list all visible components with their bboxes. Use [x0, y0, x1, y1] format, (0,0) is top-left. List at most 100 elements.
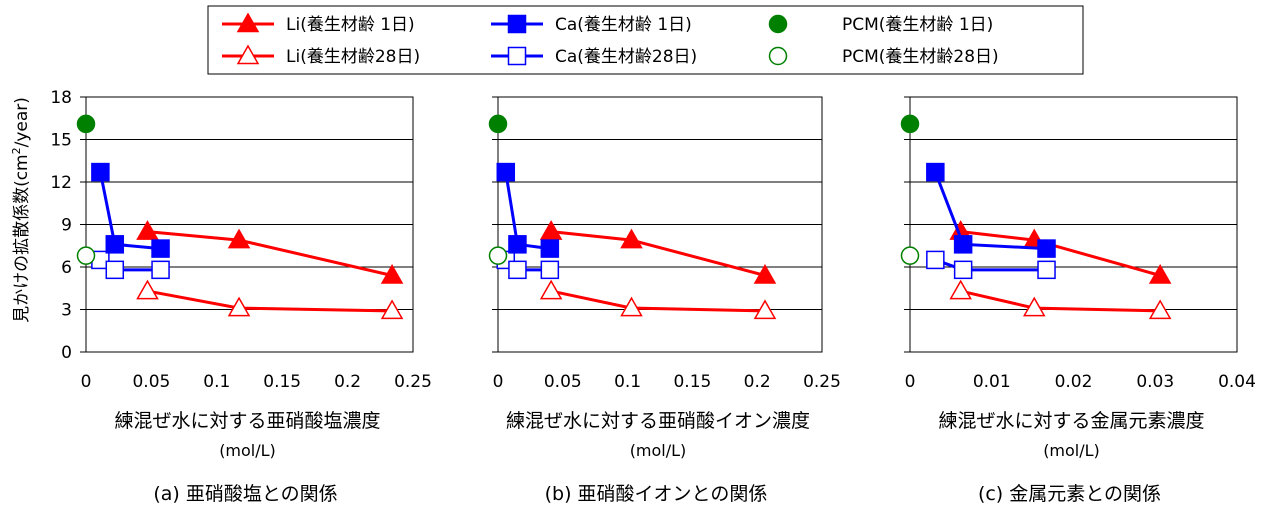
data-point [953, 260, 973, 280]
series-li-1 [136, 220, 404, 284]
y-tick-label: 15 [50, 131, 72, 151]
y-axis-label: 見かけの拡散係数(cm2/year) [10, 97, 32, 323]
series-line [147, 289, 393, 313]
series-line [960, 289, 1161, 313]
x-axis-unit: (mol/L) [1043, 441, 1100, 460]
x-axis-label: 練混ぜ水に対する亜硝酸塩濃度 [114, 410, 380, 432]
x-tick-label: 0.1 [203, 372, 230, 392]
series-ca-1 [91, 162, 170, 258]
data-point [76, 246, 96, 265]
data-point [953, 235, 973, 254]
series-ca-1 [926, 162, 1056, 258]
legend-marker [507, 14, 527, 34]
data-point [900, 246, 920, 265]
x-tick-label: 0.04 [1218, 372, 1256, 392]
series-pcm-28 [900, 246, 920, 265]
series-pcm-28 [76, 246, 96, 265]
data-point [151, 260, 170, 280]
data-point [508, 260, 527, 280]
data-point [76, 114, 96, 134]
series-line [934, 258, 1047, 272]
x-tick-label: 0.05 [132, 372, 170, 392]
legend-label: Li(養生材齢28日) [286, 47, 420, 67]
data-point [900, 114, 920, 134]
x-tick-label: 0.05 [544, 372, 582, 392]
data-point [926, 250, 945, 270]
x-axis-label: 練混ぜ水に対する金属元素濃度 [938, 410, 1204, 432]
x-tick-label: 0 [905, 372, 916, 392]
x-tick-label: 0.03 [1136, 372, 1174, 392]
legend-item-pcm-28: PCM(養生材齢28日) [768, 46, 999, 67]
series-line [550, 230, 766, 277]
series-li-1 [949, 220, 1172, 284]
series-ca-1 [496, 162, 560, 258]
series-pcm-1 [900, 114, 920, 134]
x-tick-label: 0.02 [1055, 372, 1093, 392]
series-ca-28 [926, 250, 1056, 280]
series-li-1 [539, 220, 777, 284]
y-tick-label: 18 [50, 88, 72, 108]
x-tick-label: 0.1 [614, 372, 641, 392]
data-point [620, 296, 643, 317]
x-axis-unit: (mol/L) [219, 441, 276, 460]
data-point [380, 299, 404, 320]
data-point [753, 299, 777, 320]
data-point [136, 279, 159, 300]
series-line [550, 289, 766, 313]
y-tick-label: 0 [61, 343, 72, 363]
y-axis-label-main: 見かけの拡散係数(cm [12, 154, 32, 323]
panel-caption: (b) 亜硝酸イオンとの関係 [545, 483, 768, 505]
chart-panel-a: 0 3 6 9 12 15 18 0 0.05 0.1 0.15 0.2 0.25 練混ぜ水に対する亜硝酸… [50, 88, 432, 505]
legend-marker [236, 12, 260, 33]
data-point [227, 228, 251, 249]
y-tick-label: 3 [61, 301, 72, 321]
data-point [227, 296, 251, 317]
x-tick-label: 0.01 [973, 372, 1011, 392]
data-point [105, 260, 125, 280]
series-pcm-1 [488, 114, 508, 134]
panel-caption: (c) 金属元素との関係 [978, 483, 1161, 505]
data-point [540, 239, 560, 258]
x-tick-label: 0.2 [334, 372, 361, 392]
x-tick-label: 0.25 [394, 372, 432, 392]
x-tick-label: 0.25 [803, 372, 841, 392]
y-tick-label: 6 [61, 258, 72, 278]
legend-frame [207, 5, 1084, 75]
data-point [926, 162, 945, 182]
data-point [496, 162, 516, 182]
data-point [136, 220, 159, 240]
data-point [1037, 260, 1056, 280]
x-tick-label: 0 [81, 372, 92, 392]
panel-caption: (a) 亜硝酸塩との関係 [153, 483, 337, 505]
data-point [508, 235, 527, 254]
x-axis-label: 練混ぜ水に対する亜硝酸イオン濃度 [506, 410, 810, 432]
legend-marker [768, 46, 788, 66]
series-line [147, 230, 393, 277]
x-tick-label: 0.2 [744, 372, 771, 392]
x-axis-unit: (mol/L) [630, 441, 687, 460]
legend-marker [507, 46, 527, 66]
x-tick-label: 0.15 [263, 372, 301, 392]
legend: Li(養生材齢 1日) Ca(養生材齢 1日) PCM(養生材齢 1日) Li(養生材… [207, 5, 1084, 75]
legend-item-ca-28: Ca(養生材齢28日) [491, 46, 697, 67]
y-axis-label-superscript: 2 [10, 147, 23, 154]
legend-label: PCM(養生材齢 1日) [842, 15, 993, 35]
legend-item-pcm-1: PCM(養生材齢 1日) [768, 14, 993, 35]
series-li-28 [949, 279, 1172, 320]
data-point [753, 263, 777, 284]
data-point [1148, 263, 1172, 284]
series-pcm-28 [488, 246, 508, 265]
data-point [488, 114, 508, 134]
legend-item-li-1: Li(養生材齢 1日) [222, 12, 415, 35]
data-point [1022, 296, 1046, 317]
series-ca-28 [496, 250, 560, 280]
x-tick-label: 0.15 [673, 372, 711, 392]
y-tick-label: 12 [50, 173, 72, 193]
data-point [1148, 299, 1172, 320]
data-point [151, 239, 170, 258]
legend-marker [236, 44, 260, 65]
data-point [620, 228, 643, 249]
series-pcm-1 [76, 114, 96, 134]
data-point [539, 279, 563, 300]
